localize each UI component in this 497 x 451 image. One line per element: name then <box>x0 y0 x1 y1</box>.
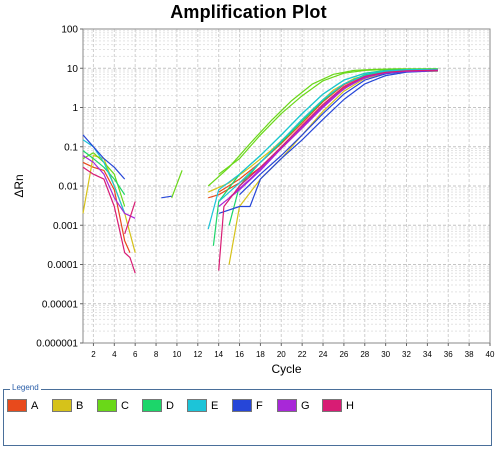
x-tick-label: 38 <box>465 350 474 359</box>
x-tick-label: 10 <box>172 350 181 359</box>
x-tick-label: 32 <box>402 350 411 359</box>
legend-swatch <box>187 399 207 412</box>
legend-swatch <box>97 399 117 412</box>
y-tick-label: 0.01 <box>59 182 79 193</box>
legend-swatch <box>52 399 72 412</box>
x-tick-label: 12 <box>193 350 202 359</box>
y-tick-label: 1 <box>72 103 78 114</box>
x-tick-label: 6 <box>133 350 138 359</box>
series-h-amplification-line <box>124 201 136 235</box>
legend-title: Legend <box>10 383 41 392</box>
y-tick-label: 0.0001 <box>47 260 78 271</box>
legend-swatch <box>7 399 27 412</box>
legend-label: E <box>211 399 219 412</box>
series-e-amplification-line <box>207 68 438 230</box>
y-tick-label: 0.001 <box>53 221 78 232</box>
series-e-baseline-line <box>82 139 126 214</box>
chart-title: Amplification Plot <box>170 2 327 22</box>
legend: Legend A B C D E F G H <box>3 383 492 446</box>
x-tick-label: 2 <box>91 350 96 359</box>
legend-label: B <box>76 399 84 412</box>
legend-item-g: G <box>277 399 314 412</box>
legend-label: A <box>31 399 39 412</box>
y-tick-label: 0.00001 <box>42 299 79 310</box>
x-tick-label: 34 <box>423 350 432 359</box>
x-tick-label: 14 <box>214 350 223 359</box>
x-tick-label: 16 <box>235 350 244 359</box>
series-d-baseline-line <box>82 150 126 196</box>
x-tick-label: 22 <box>298 350 307 359</box>
legend-item-h: H <box>322 399 359 412</box>
x-tick-label: 8 <box>154 350 159 359</box>
series-h-baseline-line <box>82 166 136 274</box>
legend-item-e: E <box>187 399 224 412</box>
series-f-amplification-line <box>161 195 172 199</box>
legend-item-d: D <box>142 399 179 412</box>
x-tick-label: 26 <box>339 350 348 359</box>
legend-swatch <box>277 399 297 412</box>
x-tick-label: 4 <box>112 350 117 359</box>
series-h-amplification-line <box>218 69 438 271</box>
series-g-amplification-line <box>228 70 438 199</box>
y-tick-label: 10 <box>67 64 79 75</box>
legend-label: C <box>121 399 129 412</box>
x-tick-label: 28 <box>360 350 369 359</box>
series-g-baseline-line <box>82 155 136 219</box>
legend-item-f: F <box>232 399 269 412</box>
y-tick-label: 0.000001 <box>36 339 78 350</box>
y-tick-label: 100 <box>61 25 78 36</box>
series-c-amplification-line <box>218 68 438 175</box>
y-tick-label: 0.1 <box>64 142 78 153</box>
legend-item-c: C <box>97 399 134 412</box>
x-tick-label: 40 <box>486 350 495 359</box>
legend-label: G <box>301 399 310 412</box>
x-tick-label: 36 <box>444 350 453 359</box>
x-tick-label: 20 <box>277 350 286 359</box>
series-f-baseline-line <box>82 134 126 180</box>
legend-item-a: A <box>7 399 44 412</box>
legend-label: D <box>166 399 174 412</box>
legend-swatch <box>232 399 252 412</box>
legend-item-b: B <box>52 399 89 412</box>
series-f-amplification-line <box>218 70 438 214</box>
legend-label: F <box>256 399 263 412</box>
y-axis-label: ΔRn <box>12 174 26 197</box>
x-axis-label: Cycle <box>271 362 301 376</box>
legend-swatch <box>142 399 162 412</box>
legend-items: A B C D E F G H <box>7 399 367 412</box>
legend-label: H <box>346 399 354 412</box>
legend-swatch <box>322 399 342 412</box>
x-tick-label: 24 <box>319 350 328 359</box>
series-d-amplification-line <box>228 69 438 226</box>
x-tick-label: 18 <box>256 350 265 359</box>
series-c-amplification-line <box>171 170 183 199</box>
x-tick-label: 30 <box>381 350 390 359</box>
